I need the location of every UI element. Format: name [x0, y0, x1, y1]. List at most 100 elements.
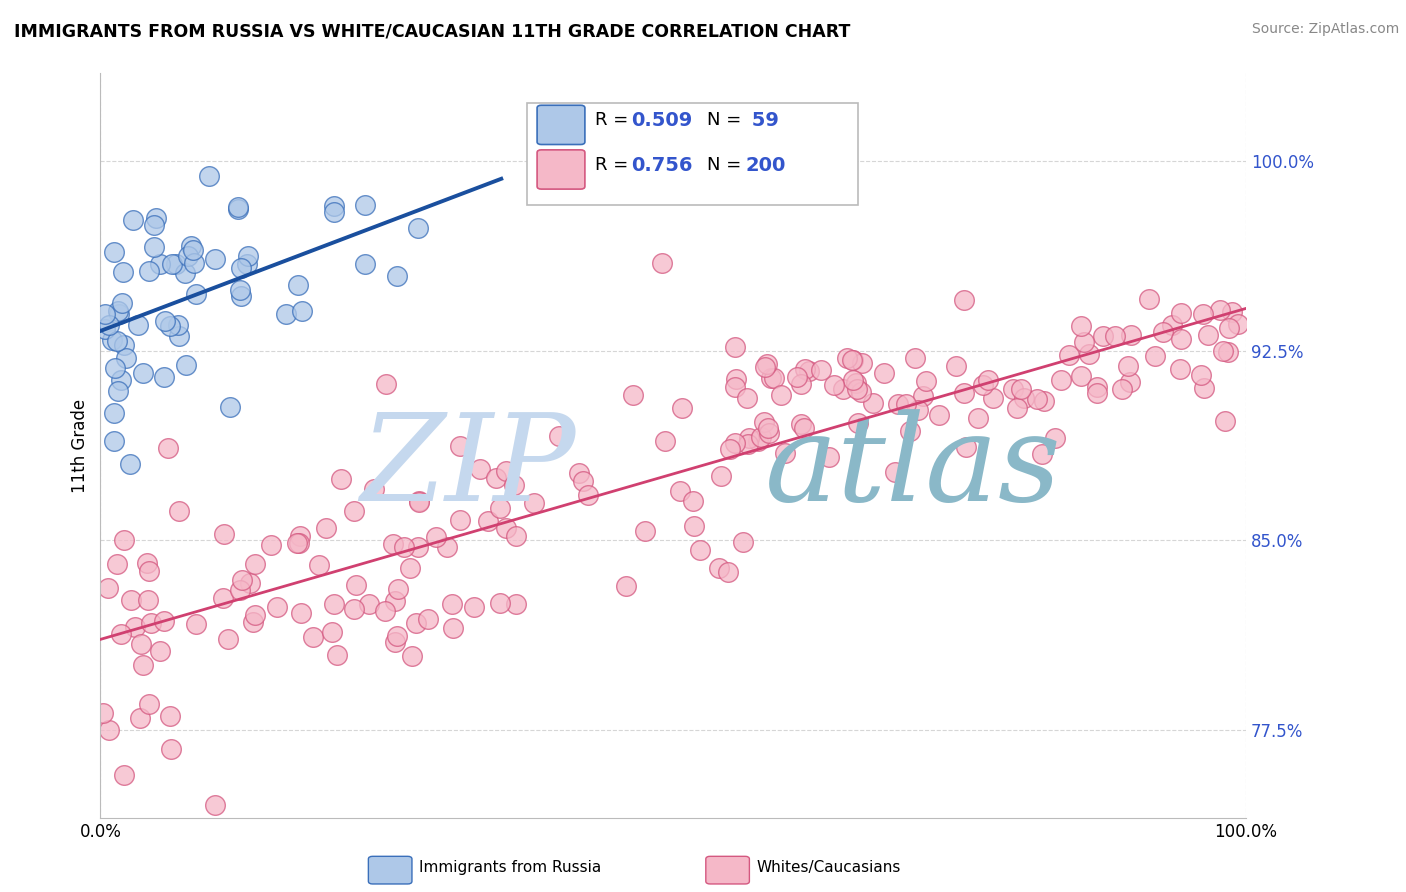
Point	[1121, 328, 1143, 343]
Point	[416, 612, 439, 626]
Point	[384, 635, 406, 649]
Point	[131, 637, 153, 651]
Point	[131, 658, 153, 673]
Point	[737, 436, 759, 450]
Point	[928, 408, 950, 422]
Point	[1161, 318, 1184, 332]
Point	[981, 391, 1004, 405]
Text: 59: 59	[745, 111, 779, 130]
Point	[1212, 344, 1234, 359]
Point	[363, 482, 385, 496]
Point	[112, 337, 135, 351]
Point	[707, 561, 730, 575]
Point	[671, 401, 693, 415]
Point	[797, 364, 820, 378]
Point	[110, 627, 132, 641]
Point	[321, 625, 343, 640]
Point	[381, 537, 404, 551]
Point	[354, 257, 377, 271]
Text: ZIP: ZIP	[360, 409, 575, 527]
Point	[724, 380, 747, 394]
Point	[398, 561, 420, 575]
Point	[242, 615, 264, 629]
Point	[353, 198, 375, 212]
Point	[1168, 362, 1191, 376]
Point	[260, 538, 283, 552]
Point	[94, 322, 117, 336]
Point	[724, 340, 747, 354]
Point	[1057, 348, 1080, 362]
Point	[747, 434, 769, 448]
Point	[884, 465, 907, 479]
Point	[572, 474, 595, 488]
Point	[408, 495, 430, 509]
Point	[214, 527, 236, 541]
Point	[374, 604, 396, 618]
Point	[243, 607, 266, 622]
Point	[359, 598, 381, 612]
Point	[186, 617, 208, 632]
Point	[274, 307, 297, 321]
Point	[449, 513, 471, 527]
Text: 0.756: 0.756	[631, 155, 693, 175]
Point	[131, 366, 153, 380]
Point	[138, 264, 160, 278]
Point	[755, 357, 778, 371]
Point	[103, 434, 125, 448]
Point	[738, 431, 761, 445]
Point	[108, 307, 131, 321]
Point	[290, 606, 312, 620]
Point	[323, 204, 346, 219]
Point	[183, 256, 205, 270]
Point	[226, 202, 249, 217]
Point	[1192, 381, 1215, 395]
Point	[717, 565, 740, 579]
Point	[770, 388, 793, 402]
Point	[668, 483, 690, 498]
Point	[425, 530, 447, 544]
Point	[470, 461, 492, 475]
Point	[159, 742, 181, 756]
Point	[790, 417, 813, 431]
Point	[236, 249, 259, 263]
Point	[197, 169, 219, 183]
Point	[614, 579, 637, 593]
Point	[886, 397, 908, 411]
Point	[124, 620, 146, 634]
Point	[153, 614, 176, 628]
Point	[1170, 306, 1192, 320]
Point	[287, 277, 309, 292]
Point	[568, 467, 591, 481]
Point	[218, 401, 240, 415]
Point	[1031, 447, 1053, 461]
Point	[794, 361, 817, 376]
Point	[1091, 329, 1114, 343]
Point	[873, 366, 896, 380]
Point	[186, 287, 208, 301]
Point	[288, 529, 311, 543]
Point	[149, 644, 172, 658]
Point	[831, 382, 853, 396]
Point	[231, 260, 253, 275]
Point	[477, 515, 499, 529]
Point	[374, 376, 396, 391]
Point	[392, 540, 415, 554]
Point	[212, 591, 235, 605]
Point	[301, 630, 323, 644]
Point	[236, 257, 259, 271]
Point	[1227, 317, 1250, 331]
Point	[436, 541, 458, 555]
Point	[898, 425, 921, 439]
Point	[1070, 369, 1092, 384]
Point	[972, 378, 994, 392]
Point	[485, 471, 508, 485]
Point	[405, 615, 427, 630]
Point	[1077, 347, 1099, 361]
Point	[633, 524, 655, 539]
Point	[105, 558, 128, 572]
Point	[1070, 318, 1092, 333]
Point	[112, 533, 135, 548]
Point	[1213, 414, 1236, 428]
Point	[181, 244, 204, 258]
Point	[621, 388, 644, 402]
